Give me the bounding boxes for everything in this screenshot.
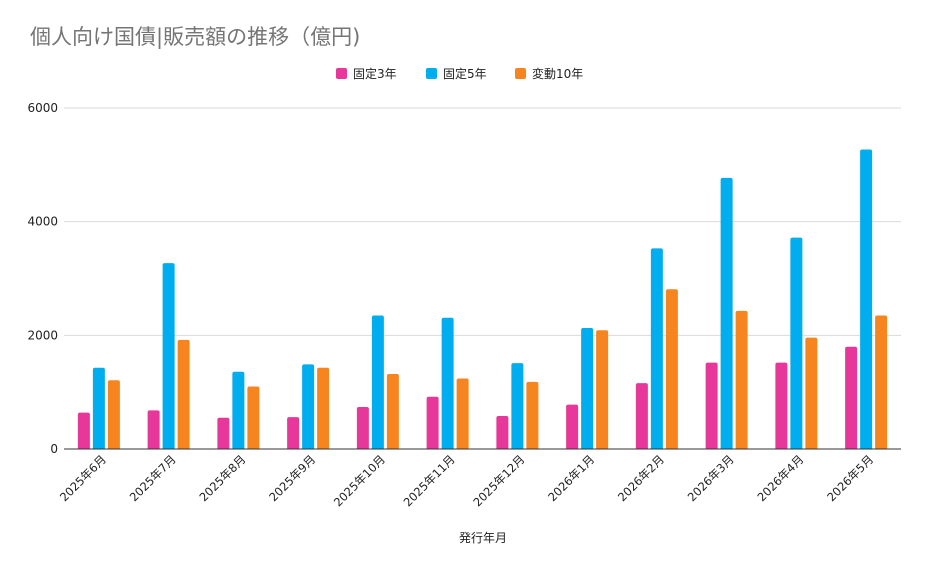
y-tick-label: 6000 bbox=[27, 101, 58, 115]
x-tick-label: 2025年6月 bbox=[57, 452, 109, 504]
x-tick-label: 2026年5月 bbox=[824, 452, 876, 504]
bar bbox=[720, 177, 733, 449]
y-axis-ticks: 0 2000 4000 6000 bbox=[27, 101, 58, 456]
bar bbox=[147, 410, 160, 449]
bar bbox=[386, 373, 399, 449]
bar bbox=[496, 416, 509, 449]
legend-label: 固定5年 bbox=[443, 66, 487, 81]
x-tick-label: 2026年1月 bbox=[545, 452, 597, 504]
x-tick-label: 2026年4月 bbox=[754, 452, 806, 504]
x-tick-label: 2025年8月 bbox=[196, 452, 248, 504]
legend: 固定3年 固定5年 変動10年 bbox=[336, 66, 583, 81]
bar bbox=[232, 371, 245, 449]
bar bbox=[162, 263, 175, 449]
x-tick-label: 2025年12月 bbox=[470, 452, 527, 509]
bar bbox=[596, 330, 609, 449]
bar bbox=[650, 248, 663, 449]
x-tick-label: 2026年2月 bbox=[615, 452, 667, 504]
bar bbox=[247, 386, 260, 449]
bar bbox=[77, 412, 90, 449]
bar bbox=[456, 378, 469, 449]
legend-label: 固定3年 bbox=[353, 66, 397, 81]
legend-swatch bbox=[515, 68, 526, 79]
bar bbox=[426, 396, 439, 449]
y-tick-label: 0 bbox=[50, 442, 58, 456]
x-tick-label: 2026年3月 bbox=[685, 452, 737, 504]
bar bbox=[302, 364, 315, 449]
bar bbox=[107, 380, 120, 449]
bar bbox=[217, 417, 230, 449]
y-tick-label: 2000 bbox=[27, 328, 58, 342]
legend-swatch bbox=[336, 68, 347, 79]
bar bbox=[635, 383, 648, 449]
x-tick-label: 2025年10月 bbox=[331, 452, 388, 509]
bar bbox=[566, 404, 579, 449]
gridlines bbox=[64, 107, 901, 336]
bar bbox=[805, 337, 818, 449]
legend-swatch bbox=[426, 68, 437, 79]
legend-label: 変動10年 bbox=[532, 66, 583, 81]
bar bbox=[371, 315, 384, 449]
bar bbox=[511, 363, 524, 449]
bar bbox=[875, 315, 888, 449]
bars bbox=[77, 149, 888, 449]
x-axis-ticks: 2025年6月 2025年7月 2025年8月 2025年9月 2025年10月 2025… bbox=[57, 452, 876, 509]
bar bbox=[526, 381, 539, 449]
bar bbox=[287, 417, 300, 449]
bar bbox=[705, 362, 718, 449]
chart-title: 個人向け国債|販売額の推移（億円) bbox=[30, 25, 360, 50]
bar bbox=[775, 362, 788, 449]
bar bbox=[177, 339, 190, 449]
bar bbox=[665, 289, 678, 449]
x-tick-label: 2025年7月 bbox=[127, 452, 179, 504]
bar bbox=[860, 149, 873, 449]
bar bbox=[317, 367, 330, 449]
bar bbox=[845, 346, 858, 449]
y-tick-label: 4000 bbox=[27, 215, 58, 229]
x-tick-label: 2025年9月 bbox=[266, 452, 318, 504]
bar bbox=[92, 367, 105, 449]
bar bbox=[581, 327, 594, 449]
x-tick-label: 2025年11月 bbox=[401, 452, 458, 509]
x-axis-title: 発行年月 bbox=[459, 531, 507, 545]
bar bbox=[441, 317, 454, 449]
bar bbox=[790, 237, 803, 449]
bar bbox=[735, 310, 748, 449]
bar bbox=[356, 406, 369, 449]
